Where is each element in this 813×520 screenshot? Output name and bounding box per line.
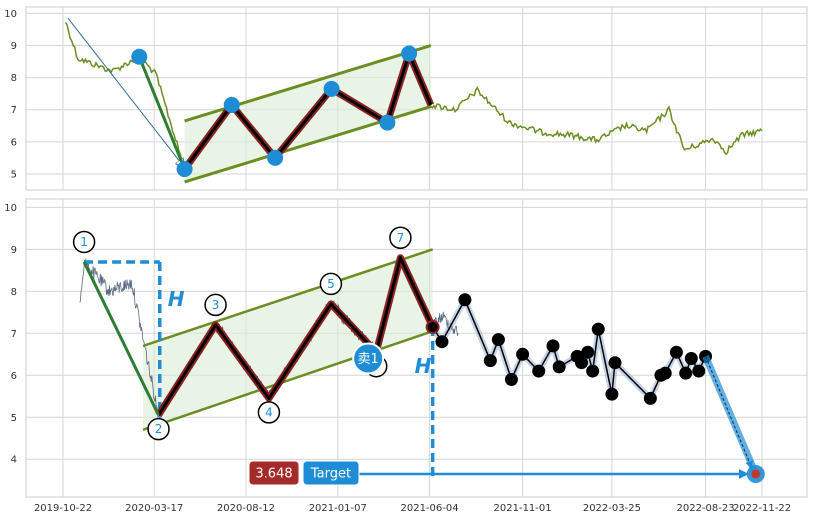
bottom-x-tick-label: 2021-01-07	[309, 503, 367, 514]
bottom-y-tick-label: 6	[11, 371, 17, 382]
top-panel: 5 6 7 8 9 10	[4, 6, 808, 191]
bottom-y-tick-label: 4	[11, 455, 17, 466]
top-pattern-point	[176, 161, 193, 178]
pattern-point-label-circle	[147, 417, 170, 441]
top-y-tick-label: 6	[11, 137, 17, 148]
bottom-y-tick-labels: 4 5 6 7 8 9 10	[4, 203, 17, 466]
forecast-marker	[483, 354, 497, 368]
top-first-leg-line	[137, 56, 186, 170]
height-label-right: H	[415, 354, 432, 378]
bottom-y-tick-label: 9	[11, 245, 17, 256]
bottom-x-tick-label: 2022-11-22	[733, 503, 791, 514]
forecast-marker	[516, 347, 530, 361]
bottom-x-tick-label: 2021-06-04	[400, 503, 458, 514]
bottom-channel-lower-line	[142, 330, 434, 432]
bottom-x-tick-labels: 2019-10-22 2020-03-17 2020-08-12 2021-01-07…	[34, 503, 791, 514]
top-pattern-point	[223, 96, 240, 113]
top-gridlines	[26, 7, 807, 190]
forecast-marker	[458, 293, 472, 307]
pattern-point-label: 5	[327, 277, 335, 291]
pattern-point-label-circle	[257, 401, 281, 424]
breakout-point	[425, 320, 440, 335]
forecast-marker	[605, 387, 619, 401]
bottom-y-tick-label: 10	[4, 203, 17, 214]
bottom-y-tick-label: 8	[11, 287, 17, 298]
top-pattern-point	[131, 48, 148, 65]
pattern-point-label-circle	[319, 272, 343, 296]
top-pattern-points	[131, 45, 418, 178]
bottom-x-tick-label: 2020-03-17	[125, 503, 183, 514]
forecast-marker	[532, 364, 546, 378]
bottom-channel-fill	[143, 249, 433, 430]
top-y-tick-label: 9	[11, 41, 17, 52]
top-y-tick-label: 10	[4, 9, 17, 20]
forecast-marker	[591, 322, 605, 336]
bottom-first-leg-line	[82, 261, 160, 416]
forecast-marker	[491, 333, 505, 347]
pattern-point-label: 1	[80, 235, 88, 249]
top-y-tick-label: 7	[11, 105, 17, 116]
pattern-point-label: 2	[155, 422, 163, 436]
forecast-marker	[435, 335, 449, 349]
forecast-marker	[679, 366, 693, 380]
forecast-marker	[575, 356, 589, 370]
sell-marker: 卖1	[352, 342, 385, 375]
height-label-left: H	[168, 287, 185, 311]
forecast-marker	[608, 356, 622, 370]
forecast-marker	[581, 345, 595, 359]
sell-marker-circle	[352, 342, 385, 375]
target-value-badge: 3.648	[248, 460, 300, 486]
forecast-marker	[504, 372, 518, 386]
bottom-x-tick-label: 2022-08-23	[676, 503, 734, 514]
forecast-marker	[586, 364, 600, 378]
bottom-x-tick-label: 2019-10-22	[34, 503, 92, 514]
pattern-point-label: 7	[397, 231, 405, 245]
top-y-tick-label: 5	[11, 169, 17, 180]
forecast-marker	[546, 339, 560, 353]
sell-marker-label: 卖1	[358, 352, 379, 367]
target-end-marker	[746, 464, 765, 483]
target-label-badge: Target	[302, 460, 360, 486]
bottom-x-tick-label: 2020-08-12	[217, 503, 275, 514]
top-pattern-point	[267, 149, 284, 166]
forecast-marker	[669, 345, 683, 359]
pattern-point-label-circle	[389, 226, 412, 250]
target-end-dot	[751, 469, 761, 479]
pattern-point-label: 4	[265, 405, 273, 419]
pattern-point-label-circle	[72, 230, 96, 254]
top-trend-arrow	[67, 17, 185, 167]
top-pattern-point	[323, 80, 340, 97]
bottom-x-tick-label: 2022-03-25	[583, 503, 641, 514]
top-pattern-point	[379, 114, 396, 131]
forecast-marker	[552, 360, 566, 374]
forecast-marker	[684, 351, 698, 365]
forecast-markers	[435, 293, 713, 405]
forecast-marker	[692, 364, 706, 378]
target-label-text: Target	[310, 467, 351, 482]
target-value-text: 3.648	[255, 467, 292, 482]
pattern-point-label: 3	[212, 298, 220, 312]
bottom-channel-upper-line	[142, 248, 434, 348]
top-pattern-point	[401, 45, 418, 62]
pattern-point-label-circle	[204, 293, 227, 317]
bottom-x-tick-label: 2021-11-01	[494, 503, 552, 514]
bottom-zigzag-line	[157, 256, 435, 416]
top-y-tick-labels: 5 6 7 8 9 10	[4, 9, 17, 181]
bottom-y-tick-label: 7	[11, 329, 17, 340]
top-y-tick-label: 8	[11, 73, 17, 84]
forecast-marker	[643, 391, 657, 405]
bottom-y-tick-label: 5	[11, 413, 17, 424]
target-arrow	[705, 356, 753, 469]
forecast-marker	[658, 366, 672, 380]
